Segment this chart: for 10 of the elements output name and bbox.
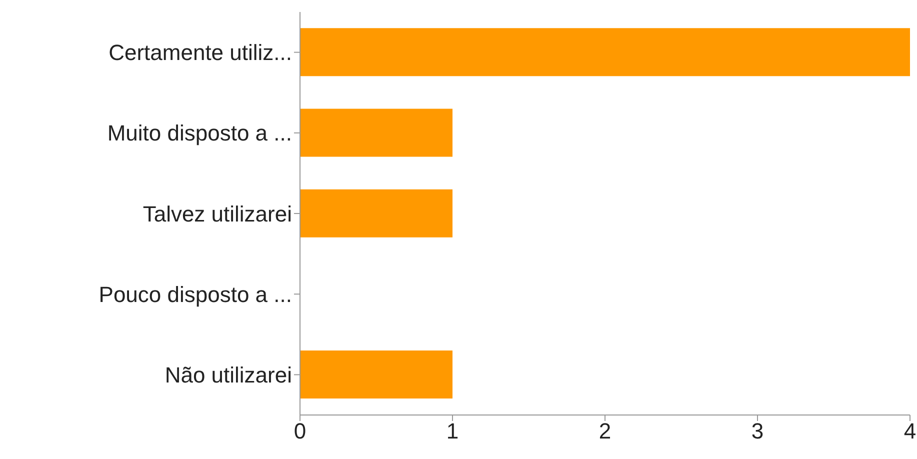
x-tick-label: 0 <box>294 418 306 444</box>
x-tick-label: 3 <box>751 418 764 444</box>
x-tick-label: 2 <box>598 418 612 444</box>
y-tick-label: Certamente utiliz... <box>108 40 292 66</box>
y-tick-label: Não utilizarei <box>164 362 292 388</box>
y-tick-label: Muito disposto a ... <box>107 120 292 146</box>
y-tick-label: Talvez utilizarei <box>142 201 292 226</box>
y-tick-label: Pouco disposto a ... <box>98 282 292 307</box>
x-tick-label: 4 <box>904 418 916 444</box>
x-tick-label: 1 <box>446 418 459 444</box>
